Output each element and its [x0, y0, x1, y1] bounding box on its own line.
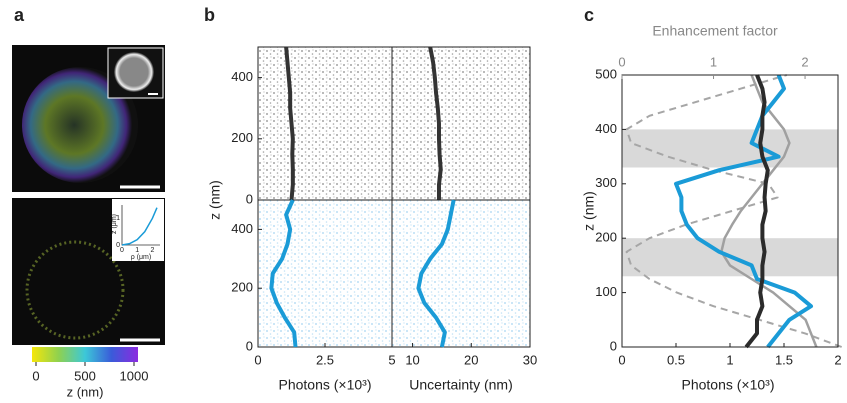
data-line: [121, 207, 158, 246]
x-tick-label: 0.5: [667, 352, 685, 367]
y-tick-label: 0: [246, 338, 253, 353]
y-tick-label: 200: [231, 280, 253, 295]
y-tick-label: 200: [595, 230, 617, 245]
x-tick-label: 20: [464, 352, 478, 367]
panel-label: b: [204, 5, 215, 25]
x-tick-label: 2: [834, 352, 841, 367]
y-tick-label: 300: [595, 175, 617, 190]
colorbar-tick-label: 1000: [120, 368, 149, 383]
x-tick-label: 0: [618, 352, 625, 367]
scatter-cloud: [258, 47, 392, 200]
x-tick-label: 0: [254, 352, 261, 367]
inset-content: [114, 52, 154, 92]
x-tick-label: 1: [726, 352, 733, 367]
inset-tick-label: 0: [120, 247, 124, 254]
data-line: [428, 46, 443, 200]
y-tick-label: 400: [595, 121, 617, 136]
x2-axis-label: Enhancement factor: [652, 23, 778, 39]
y-tick-label: 0: [610, 338, 617, 353]
x-axis-label: Photons (×10³): [279, 377, 372, 393]
plot-frame: [391, 199, 531, 348]
image-content: [25, 240, 125, 340]
x2-tick-label: 2: [801, 54, 808, 69]
data-line: [720, 74, 818, 348]
x-tick-label: 1.5: [775, 352, 793, 367]
scatter-cloud: [392, 200, 530, 347]
y-axis-label: z (nm): [207, 180, 223, 220]
inset-y-label: z (μm): [111, 214, 118, 234]
x2-tick-label: 1: [710, 54, 717, 69]
y-tick-label: 400: [231, 69, 253, 84]
inset-x-label: ρ (μm): [131, 254, 151, 261]
scatter-cloud: [392, 47, 530, 200]
x-tick-label: 30: [523, 352, 537, 367]
inset-tick-label: 1: [135, 247, 139, 254]
colorbar: [32, 347, 138, 362]
scatter-cloud: [258, 200, 392, 347]
y-tick-label: 200: [231, 130, 253, 145]
colorbar-label: z (nm): [67, 384, 104, 399]
data-line: [625, 74, 843, 348]
data-line: [744, 74, 770, 349]
y-axis-label: z (nm): [581, 191, 597, 231]
inset-tick-label: 2: [150, 247, 154, 254]
x-axis-label: Uncertainty (nm): [409, 377, 512, 393]
data-line: [284, 46, 295, 201]
data-line: [416, 199, 456, 348]
colorbar-tick-label: 0: [32, 368, 39, 383]
band: [622, 129, 838, 168]
colorbar-tick-label: 500: [74, 368, 96, 383]
x-tick-label: 5: [388, 352, 395, 367]
panel-label: c: [584, 5, 594, 25]
y-tick-label: 400: [231, 221, 253, 236]
x-tick-label: 10: [405, 352, 419, 367]
y-tick-label: 100: [595, 284, 617, 299]
inset-tick-label: 0: [116, 242, 120, 249]
inset-tick-label: 1: [116, 215, 120, 222]
y-tick-label: 0: [246, 191, 253, 206]
data-line: [269, 199, 298, 348]
panel-label: a: [14, 5, 25, 25]
inset-plot: [112, 199, 164, 261]
x-axis-label: Photons (×10³): [682, 377, 775, 393]
y-tick-label: 500: [595, 66, 617, 81]
x2-tick-label: 0: [618, 54, 625, 69]
x-tick-label: 2.5: [316, 352, 334, 367]
